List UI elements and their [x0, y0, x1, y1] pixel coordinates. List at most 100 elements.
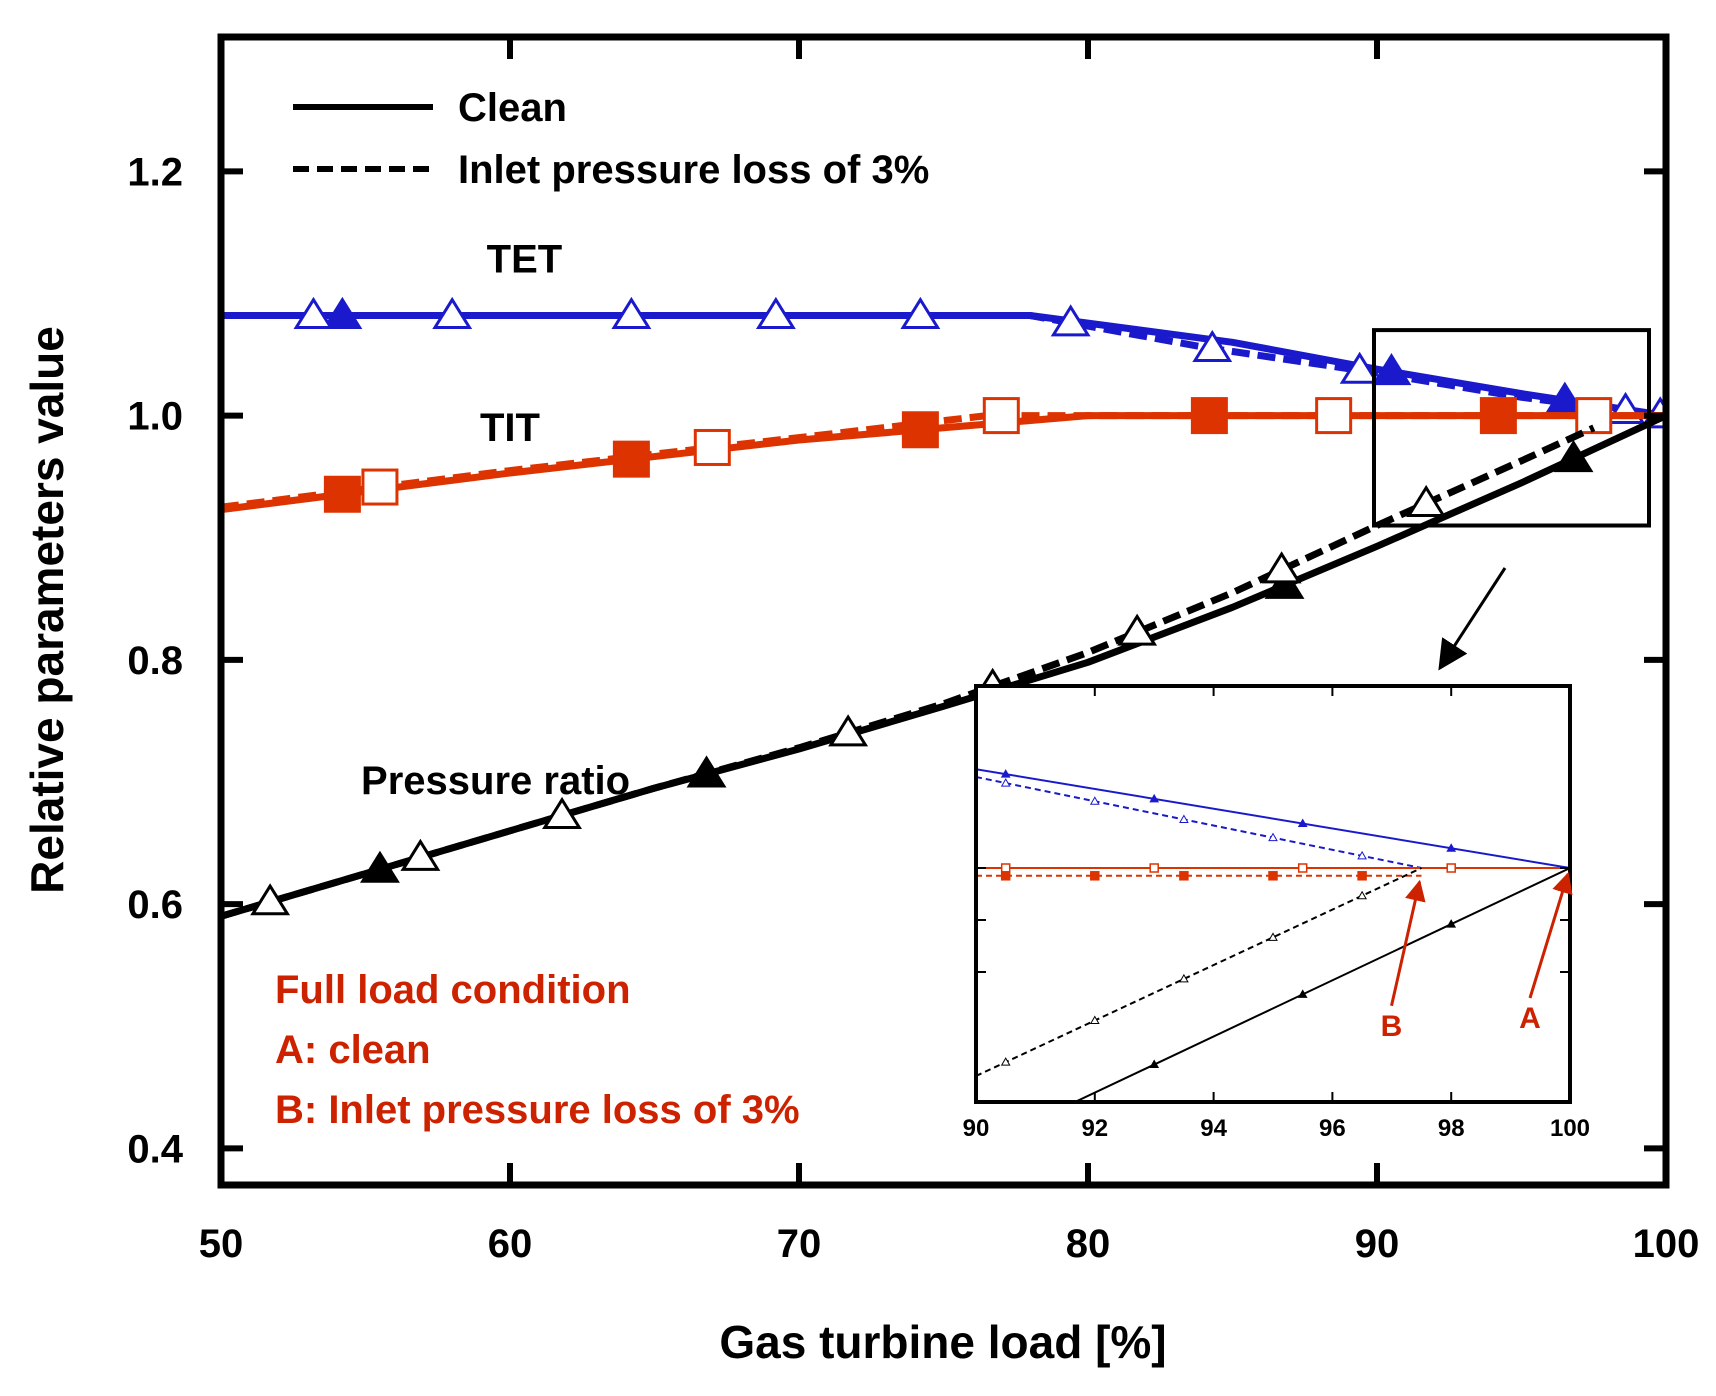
- inset-annotation-label: A: [1519, 1002, 1541, 1035]
- marker-square: [1315, 397, 1353, 435]
- curve-label: Pressure ratio: [361, 759, 630, 803]
- inset-marker: [1090, 871, 1100, 881]
- inset-marker: [1446, 919, 1457, 928]
- inset-x-tick-label: 90: [963, 1115, 990, 1142]
- marker-square: [1575, 397, 1613, 435]
- y-axis-title: Relative parameters value: [21, 326, 73, 894]
- x-tick-label: 50: [199, 1222, 244, 1266]
- y-tick-label: 0.8: [127, 639, 183, 683]
- marker-square: [323, 475, 361, 513]
- inset-x-tick-label: 96: [1319, 1115, 1346, 1142]
- full-load-note: Full load condition A: clean B: Inlet pr…: [275, 968, 800, 1132]
- series-line: [221, 312, 1666, 420]
- x-tick-label: 80: [1066, 1222, 1111, 1266]
- x-tick-label: 70: [777, 1222, 822, 1266]
- inset-x-tick-label: 100: [1550, 1115, 1590, 1142]
- inset-marker: [1000, 863, 1011, 873]
- marker-square: [361, 468, 399, 506]
- inset-marker: [1357, 850, 1367, 860]
- y-tick-label: 1.0: [127, 395, 183, 439]
- series-1: [221, 296, 1666, 429]
- y-tick-label: 0.6: [127, 883, 183, 927]
- marker-triangle: [432, 296, 473, 329]
- inset-marker: [1149, 793, 1160, 803]
- inset-marker: [1297, 989, 1308, 998]
- marker-square: [693, 428, 731, 466]
- marker-triangle: [1192, 329, 1233, 362]
- inset-marker: [1002, 1131, 1010, 1138]
- inset-marker: [1357, 890, 1367, 900]
- inset-marker: [1089, 1015, 1100, 1025]
- inset-series-4: [1072, 867, 1570, 1102]
- legend-label-clean: Clean: [458, 86, 567, 130]
- marker-triangle: [611, 296, 652, 329]
- legend: Clean Inlet pressure loss of 3%: [293, 86, 929, 192]
- inset-marker: [1089, 796, 1100, 805]
- marker-triangle: [755, 296, 796, 329]
- marker-triangle: [250, 883, 291, 916]
- marker-triangle: [400, 838, 441, 871]
- inset-background: [976, 686, 1570, 1102]
- marker-triangle: [1406, 484, 1447, 518]
- inset-marker: [1149, 863, 1159, 873]
- marker-triangle: [1117, 613, 1158, 646]
- curve-label: TET: [487, 238, 563, 282]
- y-tick-label: 1.2: [127, 150, 183, 194]
- inset-series-0: [976, 768, 1570, 869]
- marker-triangle: [542, 796, 582, 829]
- inset-marker: [1179, 814, 1189, 823]
- y-tick-label: 0.4: [127, 1127, 183, 1171]
- inset-marker: [1268, 832, 1278, 842]
- marker-triangle: [293, 296, 334, 329]
- marker-triangle: [1050, 304, 1091, 337]
- inset-marker: [1000, 769, 1011, 778]
- note-line-2: A: clean: [275, 1028, 431, 1072]
- inset-marker: [1000, 871, 1011, 881]
- series-5: [221, 424, 1596, 920]
- x-tick-label: 90: [1355, 1222, 1400, 1266]
- inset-series-5: [976, 867, 1422, 1077]
- inset-annotation-arrow: [1390, 879, 1426, 1007]
- inset-marker: [1268, 932, 1278, 941]
- marker-triangle: [1264, 566, 1305, 599]
- zoom-arrow: [1438, 567, 1507, 671]
- x-tick-label: 60: [488, 1222, 533, 1266]
- inset-marker: [1179, 871, 1189, 881]
- marker-triangle: [900, 296, 941, 329]
- inset-marker: [1446, 863, 1456, 873]
- zoom-box: [1372, 328, 1651, 528]
- inset-marker: [1297, 863, 1308, 873]
- inset-marker: [1179, 973, 1189, 983]
- inset-marker: [1000, 778, 1011, 787]
- inset-marker: [1357, 871, 1367, 881]
- curve-label: TIT: [480, 406, 540, 450]
- marker-square: [901, 411, 939, 449]
- marker-square: [982, 397, 1020, 435]
- series-line: [221, 412, 1666, 511]
- inset-series-1: [976, 776, 1422, 869]
- marker-triangle: [1339, 351, 1380, 384]
- inset-annotation-label: B: [1381, 1010, 1403, 1043]
- inset-x-tick-label: 94: [1200, 1115, 1227, 1142]
- inset-series-group: [976, 768, 1570, 1138]
- inset-x-tick-label: 92: [1081, 1115, 1108, 1142]
- inset-annotation-arrow: [1528, 871, 1573, 999]
- note-line-3: B: Inlet pressure loss of 3%: [275, 1088, 800, 1132]
- inset-marker: [1268, 871, 1278, 881]
- inset-marker: [1149, 1059, 1160, 1069]
- inset-marker: [1000, 1057, 1011, 1066]
- x-axis-title: Gas turbine load [%]: [719, 1316, 1166, 1368]
- series-3: [221, 397, 1666, 511]
- marker-triangle: [1553, 439, 1594, 473]
- inset-marker: [1446, 843, 1457, 852]
- marker-triangle: [828, 714, 869, 747]
- marker-triangle: [1261, 551, 1302, 584]
- legend-label-inlet-loss: Inlet pressure loss of 3%: [458, 148, 929, 192]
- plot-frame: [217, 33, 1670, 1189]
- note-line-1: Full load condition: [275, 968, 631, 1012]
- x-tick-label: 100: [1633, 1222, 1700, 1266]
- inset-marker: [1297, 818, 1308, 828]
- inset-x-tick-label: 98: [1438, 1115, 1465, 1142]
